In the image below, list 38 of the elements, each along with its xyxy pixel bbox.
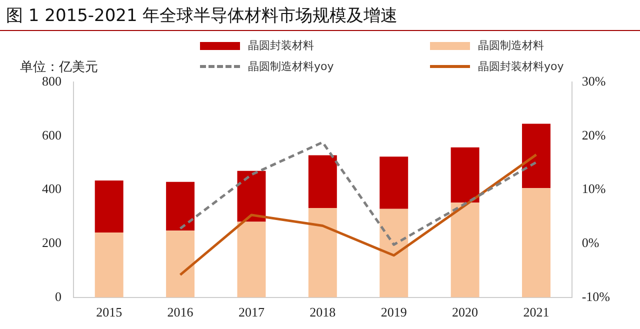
- x-tick-label: 2018: [310, 304, 336, 320]
- bar: [237, 222, 266, 298]
- x-tick-label: 2021: [523, 304, 550, 320]
- x-tick-label: 2019: [380, 304, 407, 320]
- y-tick-label: 0: [55, 288, 62, 304]
- x-tick-label: 2015: [96, 304, 122, 320]
- legend-label: 晶圆封装材料: [248, 38, 314, 53]
- legend-label: 晶圆制造材料yoy: [248, 59, 334, 74]
- x-tick-label: 2017: [238, 304, 265, 320]
- bar: [522, 124, 550, 188]
- bar: [522, 188, 550, 298]
- bar: [94, 232, 124, 298]
- bar: [450, 147, 480, 203]
- bar: [308, 208, 337, 298]
- y2-tick-label: -10%: [582, 288, 610, 304]
- y-tick-label: 200: [42, 234, 62, 250]
- legend-label: 晶圆制造材料: [478, 38, 544, 53]
- y-tick-label: 400: [42, 181, 62, 196]
- bar: [380, 156, 408, 209]
- bar: [380, 208, 408, 298]
- bar: [166, 182, 195, 231]
- legend-label: 晶圆封装材料yoy: [478, 59, 564, 74]
- y2-tick-label: 0%: [582, 234, 600, 250]
- y2-tick-label: 30%: [582, 73, 606, 88]
- bar: [308, 155, 337, 208]
- x-tick-label: 2016: [167, 304, 194, 320]
- chart-title: 图 1 2015-2021 年全球半导体材料市场规模及增速: [6, 5, 398, 27]
- y2-tick-label: 10%: [582, 181, 606, 196]
- bar: [166, 230, 195, 298]
- y-tick-label: 800: [42, 73, 62, 88]
- y-tick-label: 600: [42, 127, 62, 142]
- line-series: [179, 141, 538, 246]
- y-axis-title: 单位：亿美元: [20, 59, 98, 76]
- y2-tick-label: 20%: [582, 127, 606, 142]
- bar: [450, 202, 480, 298]
- bar: [94, 180, 124, 233]
- bar: [237, 170, 266, 222]
- x-tick-label: 2020: [452, 304, 478, 320]
